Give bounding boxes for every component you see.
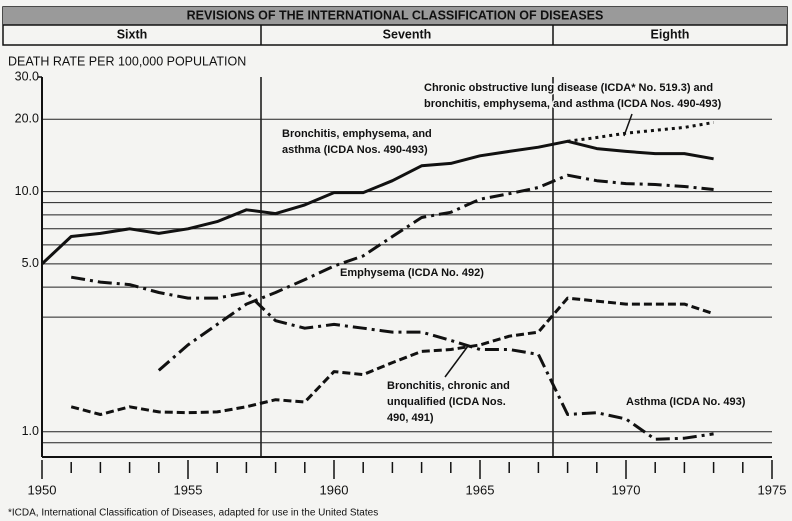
x-tick-label: 1970: [612, 482, 641, 497]
series-line: [40, 139, 714, 265]
y-axis-label: DEATH RATE PER 100,000 POPULATION: [8, 54, 246, 68]
header-column: Sixth: [117, 27, 148, 41]
y-tick-label: 1.0: [22, 424, 39, 438]
pointer: [444, 345, 469, 378]
series-line: [70, 296, 715, 416]
annotation: Chronic obstructive lung disease (ICDA* …: [424, 82, 713, 94]
x-tick-label: 1950: [28, 482, 57, 497]
header-band: [3, 7, 787, 25]
footnote: *ICDA, International Classification of D…: [8, 508, 378, 519]
header-title: REVISIONS OF THE INTERNATIONAL CLASSIFIC…: [187, 8, 604, 22]
annotation: 490, 491): [387, 412, 434, 424]
series-line: [70, 275, 714, 441]
header-column: Seventh: [383, 27, 432, 41]
y-tick-label: 5.0: [22, 256, 39, 270]
x-tick-label: 1960: [320, 482, 349, 497]
annotation: Bronchitis, emphysema, and: [282, 128, 432, 140]
x-tick-label: 1965: [466, 482, 495, 497]
header-column: Eighth: [651, 27, 690, 41]
annotation: unqualified (ICDA Nos.: [387, 396, 506, 408]
series-line: [157, 173, 714, 372]
annotation: bronchitis, emphysema, and asthma (ICDA …: [424, 98, 722, 110]
pointer: [623, 113, 633, 137]
annotation: Emphysema (ICDA No. 492): [340, 267, 484, 279]
annotation: asthma (ICDA Nos. 490-493): [282, 144, 428, 156]
x-tick-label: 1975: [758, 482, 787, 497]
x-tick-label: 1955: [174, 482, 203, 497]
y-tick-label: 30.0: [15, 69, 39, 83]
annotation: Bronchitis, chronic and: [387, 380, 510, 392]
y-tick-label: 20.0: [15, 112, 39, 126]
y-tick-label: 10.0: [15, 184, 39, 198]
series-line: [567, 121, 714, 143]
annotation: Asthma (ICDA No. 493): [626, 396, 746, 408]
